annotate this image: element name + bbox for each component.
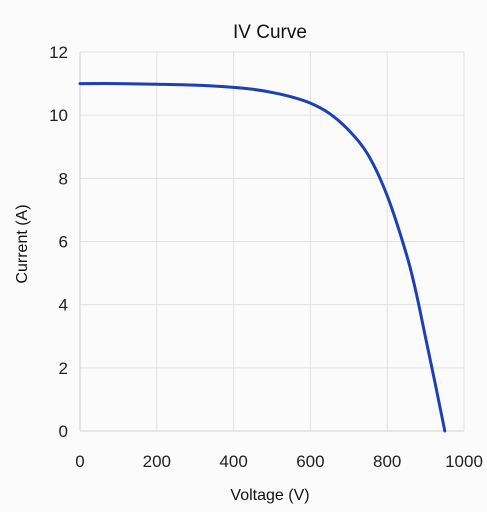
ticks: 0 200 400 600 800 1000 0 2 4 6 8 10 12 <box>49 43 483 471</box>
x-tick-label-1: 200 <box>143 452 171 471</box>
axes <box>79 52 464 432</box>
grid <box>79 51 465 432</box>
y-axis-label: Current (A) <box>14 204 31 283</box>
x-tick-label-2: 400 <box>219 452 247 471</box>
x-tick-label-3: 600 <box>296 452 324 471</box>
y-tick-label-6: 12 <box>49 43 68 62</box>
y-tick-label-5: 10 <box>49 106 68 125</box>
y-tick-label-4: 8 <box>59 169 68 188</box>
x-tick-label-0: 0 <box>75 452 84 471</box>
series-line-0 <box>78 82 447 433</box>
y-tick-label-2: 4 <box>59 296 68 315</box>
y-tick-label-3: 6 <box>59 233 68 252</box>
x-tick-label-4: 800 <box>373 452 401 471</box>
x-axis-label: Voltage (V) <box>230 487 309 504</box>
chart-title: IV Curve <box>233 22 307 43</box>
y-tick-label-1: 2 <box>59 359 68 378</box>
series-layer <box>78 82 447 433</box>
y-tick-label-0: 0 <box>59 422 68 441</box>
x-tick-label-5: 1000 <box>445 452 483 471</box>
